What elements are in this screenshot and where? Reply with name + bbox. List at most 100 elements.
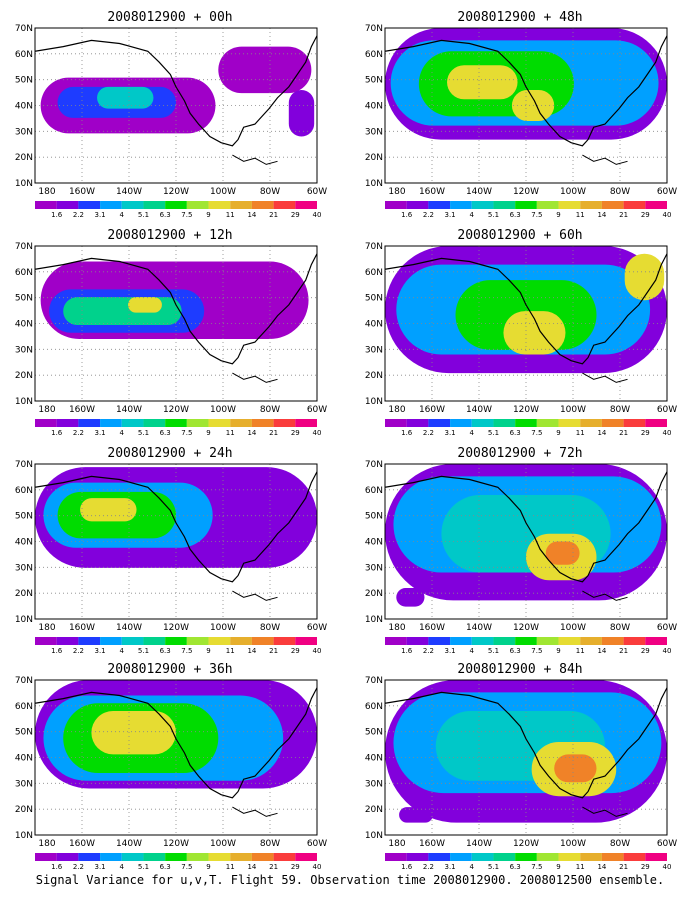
colorbar-swatch xyxy=(56,637,79,645)
variance-shading xyxy=(554,754,597,783)
colorbar-swatch xyxy=(35,201,57,209)
colorbar-label: 7.5 xyxy=(531,863,542,871)
coastline xyxy=(385,35,667,147)
variance-shading xyxy=(63,297,182,326)
latitude-label: 20N xyxy=(365,153,383,163)
colorbar-swatch xyxy=(143,201,166,209)
colorbar-label: 4 xyxy=(120,429,125,437)
latitude-label: 10N xyxy=(15,615,33,625)
colorbar-label: 1.6 xyxy=(51,863,63,871)
colorbar-swatch xyxy=(100,201,122,209)
longitude-label: 60W xyxy=(307,839,327,849)
colorbar-swatch xyxy=(471,853,494,861)
latitude-label: 70N xyxy=(365,460,383,470)
colorbar-swatch xyxy=(471,637,494,645)
colorbar-label: 3.1 xyxy=(95,211,106,219)
colorbar-label: 7.5 xyxy=(531,211,542,219)
latitude-label: 40N xyxy=(365,538,383,548)
longitude-label: 80W xyxy=(610,187,630,197)
colorbar-swatch xyxy=(601,419,624,427)
colorbar-label: 1.6 xyxy=(51,211,63,219)
colorbar-swatch xyxy=(121,419,144,427)
longitude-label: 160W xyxy=(69,187,95,197)
latitude-label: 20N xyxy=(15,153,33,163)
longitude-label: 180 xyxy=(388,623,405,633)
longitude-label: 180 xyxy=(388,187,405,197)
variance-map: 70N 60N 50N 40N 30N 20N 10N 180 160W 140W 120W 100W… xyxy=(365,242,677,437)
colorbar-swatch xyxy=(295,853,317,861)
variance-shading xyxy=(624,253,665,301)
latitude-label: 40N xyxy=(15,102,33,112)
latitude-label: 10N xyxy=(365,831,383,841)
latitude-label: 60N xyxy=(15,486,33,496)
longitude-label: 100W xyxy=(210,405,236,415)
colorbar-label: 2.2 xyxy=(423,647,434,655)
panel-title: 2008012900 + 36h xyxy=(107,662,233,677)
colorbar-label: 11 xyxy=(576,647,585,655)
colorbar-swatch xyxy=(186,637,209,645)
colorbar-swatch xyxy=(385,201,407,209)
panel-title: 2008012900 + 48h xyxy=(457,10,583,25)
colorbar-label: 3.1 xyxy=(445,647,456,655)
colorbar-swatch xyxy=(601,853,624,861)
colorbar-label: 29 xyxy=(291,429,300,437)
colorbar-swatch xyxy=(645,853,667,861)
colorbar-label: 2.2 xyxy=(423,429,434,437)
longitude-label: 120W xyxy=(513,623,539,633)
latitude-label: 60N xyxy=(365,50,383,60)
longitude-label: 160W xyxy=(69,405,95,415)
latitude-label: 40N xyxy=(15,538,33,548)
colorbar-label: 40 xyxy=(313,211,322,219)
longitude-label: 180 xyxy=(38,839,55,849)
latitude-label: 10N xyxy=(365,179,383,189)
latitude-label: 50N xyxy=(365,294,383,304)
latitude-label: 10N xyxy=(365,615,383,625)
variance-shading xyxy=(545,541,580,565)
colorbar-label: 4 xyxy=(470,863,475,871)
colorbar-swatch xyxy=(35,637,57,645)
colorbar-swatch xyxy=(273,853,296,861)
longitude-label: 180 xyxy=(388,405,405,415)
map-panel-00h: 2008012900 + 00h 70N 60N 50N 40N 30N 20N 10N 180… xyxy=(15,8,327,219)
colorbar-swatch xyxy=(165,853,187,861)
colorbar-label: 21 xyxy=(269,647,278,655)
colorbar-label: 2.2 xyxy=(73,863,84,871)
colorbar-label: 6.3 xyxy=(510,863,521,871)
colorbar-swatch xyxy=(143,419,166,427)
longitude-label: 120W xyxy=(513,405,539,415)
colorbar-label: 29 xyxy=(641,647,650,655)
latitude-label: 60N xyxy=(15,50,33,60)
latitude-label: 70N xyxy=(365,24,383,34)
colorbar-swatch xyxy=(536,201,559,209)
colorbar-swatch xyxy=(295,419,317,427)
colorbar-label: 1.6 xyxy=(401,429,413,437)
colorbar-swatch xyxy=(273,419,296,427)
colorbar-swatch xyxy=(208,201,231,209)
latitude-label: 10N xyxy=(15,831,33,841)
colorbar-swatch xyxy=(558,419,581,427)
latitude-label: 50N xyxy=(365,728,383,738)
colorbar-swatch xyxy=(143,637,166,645)
longitude-label: 120W xyxy=(163,405,189,415)
latitude-label: 40N xyxy=(15,320,33,330)
colorbar-label: 9 xyxy=(556,429,560,437)
latitude-label: 30N xyxy=(15,127,33,137)
colorbar-label: 4 xyxy=(120,647,125,655)
colorbar-label: 14 xyxy=(247,211,256,219)
longitude-label: 140W xyxy=(116,187,142,197)
colorbar-swatch xyxy=(601,637,624,645)
longitude-label: 160W xyxy=(419,839,445,849)
map-panel-24h: 2008012900 + 24h 70N 60N 50N 40N 30N 20N 10N 180… xyxy=(15,444,327,655)
coastline xyxy=(232,806,278,817)
colorbar-swatch xyxy=(623,853,646,861)
colorbar-swatch xyxy=(428,637,451,645)
colorbar-label: 11 xyxy=(226,647,235,655)
colorbar-label: 21 xyxy=(619,211,628,219)
latitude-label: 40N xyxy=(365,102,383,112)
map-frame xyxy=(34,27,318,184)
colorbar-swatch xyxy=(471,419,494,427)
longitude-label: 140W xyxy=(116,405,142,415)
longitude-label: 160W xyxy=(69,623,95,633)
colorbar-swatch xyxy=(143,853,166,861)
panel-title: 2008012900 + 12h xyxy=(107,228,233,243)
